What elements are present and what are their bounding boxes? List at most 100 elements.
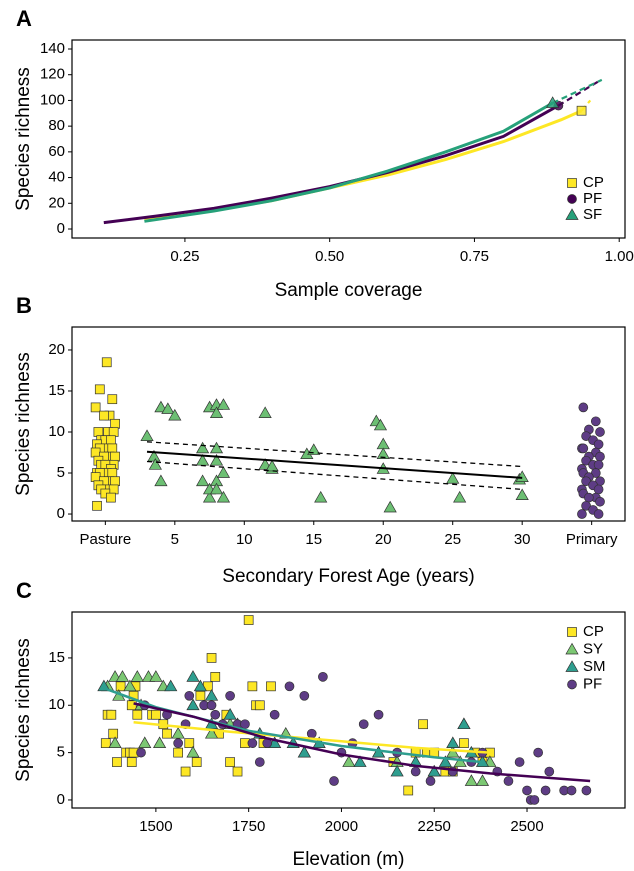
square-marker — [108, 427, 119, 437]
x-tick-label: 20 — [375, 531, 392, 548]
square-marker — [106, 492, 116, 503]
square-marker — [162, 728, 172, 739]
circle-marker — [529, 795, 540, 805]
square-marker — [110, 451, 120, 462]
triangle-marker — [204, 689, 219, 701]
triangle-marker — [216, 466, 231, 478]
y-tick-label: 5 — [57, 464, 65, 481]
triangle-marker — [390, 764, 404, 777]
triangle-marker — [297, 745, 311, 758]
circle-marker — [373, 709, 384, 720]
triangle-marker — [209, 406, 224, 418]
x-tick-label: 1750 — [232, 818, 265, 835]
triangle-marker — [457, 717, 471, 730]
y-tick-label: 60 — [48, 143, 65, 160]
square-marker — [110, 418, 120, 429]
y-tick-label: 15 — [48, 649, 65, 666]
x-tick-label: 25 — [444, 531, 461, 548]
square-marker — [107, 443, 118, 454]
circle-marker — [136, 747, 146, 758]
square-marker — [90, 447, 101, 458]
x-tick-label: 1500 — [139, 818, 172, 835]
triangle-marker — [164, 679, 178, 692]
y-tick-label: 10 — [48, 423, 65, 440]
square-marker — [459, 738, 469, 748]
square-marker — [92, 500, 102, 511]
extrapolated-line — [557, 80, 600, 107]
triangle-marker — [186, 698, 200, 711]
y-tick-label: 20 — [48, 341, 65, 358]
legend-marker — [565, 660, 579, 672]
legend-label: PF — [583, 675, 602, 692]
legend-marker — [565, 208, 579, 220]
square-marker — [94, 384, 105, 395]
square-marker — [266, 681, 276, 692]
triangle-marker — [307, 443, 321, 455]
square-marker — [106, 435, 116, 446]
y-axis-label: Species richness — [13, 352, 34, 496]
y-tick-label: 15 — [48, 382, 65, 399]
x-axis-label: Sample coverage — [275, 280, 423, 301]
legend-marker — [567, 679, 577, 690]
legend-label: CP — [583, 623, 604, 640]
triangle-marker — [373, 418, 388, 431]
triangle-marker — [108, 736, 122, 748]
x-tick-label: 0.75 — [460, 248, 489, 265]
y-tick-label: 0 — [57, 220, 65, 237]
circle-marker — [540, 785, 551, 796]
triangle-marker — [438, 755, 452, 767]
square-marker — [90, 402, 101, 413]
triangle-marker — [115, 670, 130, 682]
plot-frame — [71, 39, 626, 239]
square-marker — [254, 700, 265, 711]
x-tick-label: Pasture — [79, 531, 131, 548]
triangle-marker — [265, 459, 279, 472]
circle-marker — [593, 484, 604, 495]
triangle-marker — [154, 474, 168, 487]
x-tick-label: 15 — [305, 531, 322, 548]
x-tick-label: 2500 — [510, 818, 543, 835]
circle-marker — [595, 496, 605, 507]
triangle-marker — [138, 736, 152, 748]
legend-label: CP — [583, 174, 604, 191]
circle-marker — [225, 690, 235, 701]
interpolated-line — [144, 101, 554, 223]
triangle-marker — [186, 745, 200, 758]
square-marker — [110, 476, 120, 487]
square-marker — [90, 472, 101, 482]
triangle-marker — [515, 470, 529, 482]
square-marker — [576, 105, 587, 116]
square-marker — [210, 672, 221, 682]
triangle-marker — [168, 408, 182, 421]
fit-line — [133, 702, 591, 783]
triangle-marker — [446, 472, 460, 484]
fit-line — [133, 721, 490, 754]
y-tick-label: 20 — [48, 194, 65, 211]
triangle-marker — [161, 402, 175, 414]
extrapolated-line — [552, 78, 603, 104]
square-marker — [115, 681, 126, 692]
square-marker — [107, 468, 118, 478]
square-marker — [99, 410, 109, 421]
circle-marker — [522, 785, 532, 796]
y-tick-label: 10 — [48, 696, 65, 713]
y-tick-label: 40 — [48, 169, 65, 186]
square-marker — [132, 709, 143, 720]
circle-marker — [595, 427, 605, 437]
x-axis-label: Elevation (m) — [293, 849, 405, 870]
circle-marker — [578, 443, 589, 454]
triangle-marker — [216, 398, 231, 410]
square-marker — [101, 357, 112, 368]
circle-marker — [240, 719, 250, 730]
square-marker — [106, 709, 117, 720]
triangle-marker — [193, 679, 208, 692]
circle-marker — [269, 709, 280, 720]
interpolated-line — [103, 104, 560, 225]
x-tick-label: 0.25 — [170, 248, 199, 265]
y-axis-label: Species richness — [13, 67, 34, 211]
triangle-marker — [546, 96, 560, 108]
circle-marker — [247, 738, 258, 748]
x-tick-label: Primary — [566, 531, 618, 548]
square-marker — [184, 738, 195, 748]
triangle-marker — [186, 670, 200, 682]
